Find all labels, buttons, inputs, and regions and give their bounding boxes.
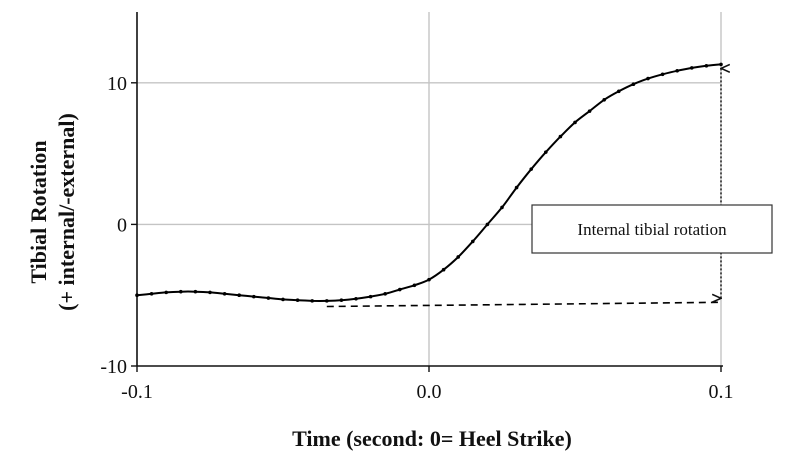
series-0-point-18 xyxy=(398,287,402,292)
series-0-point-17 xyxy=(383,291,388,296)
axes xyxy=(131,12,723,372)
annotation-label-0: Internal tibial rotation xyxy=(577,220,727,239)
series-0-point-36 xyxy=(660,72,665,77)
series-0-point-5 xyxy=(208,290,212,295)
annotations: Internal tibial rotation xyxy=(531,68,773,298)
series-0-point-24 xyxy=(485,222,490,227)
tick-labels: -10 0 10 -0.1 0.0 0.1 xyxy=(100,73,733,403)
x-tick-label-1: 0.0 xyxy=(417,381,442,403)
series-0-point-32 xyxy=(602,97,606,102)
series-0-point-39 xyxy=(704,64,709,68)
series-0-point-25 xyxy=(500,205,504,210)
series-0-point-34 xyxy=(631,82,636,87)
grid-lines xyxy=(137,12,722,366)
x-tick-label-2: 0.1 xyxy=(709,381,734,403)
series-0-point-22 xyxy=(456,255,461,259)
annotation-box-0 xyxy=(531,204,773,254)
y-axis-title: Tibial Rotation (+ internal/-external) xyxy=(26,113,79,311)
series-0-point-1 xyxy=(149,291,154,296)
series-0-point-31 xyxy=(587,109,592,113)
series-0-point-7 xyxy=(237,293,241,298)
series-0-point-40 xyxy=(719,62,723,67)
series-0-point-6 xyxy=(222,291,227,296)
series-0-point-35 xyxy=(646,76,650,81)
series-line-1 xyxy=(326,301,722,308)
series-0-point-28 xyxy=(544,150,548,154)
series-0-point-10 xyxy=(281,297,285,302)
series-0-point-8 xyxy=(252,294,256,299)
series-0-point-37 xyxy=(675,68,679,73)
series-0-point-33 xyxy=(617,89,621,94)
y-tick-label-0: -10 xyxy=(100,356,127,378)
y-tick-label-1: 0 xyxy=(117,214,127,236)
series-0-point-16 xyxy=(368,294,373,299)
y-axis-title-line-1: Tibial Rotation xyxy=(26,140,51,283)
series-0-point-26 xyxy=(514,185,519,190)
y-tick-label-2: 10 xyxy=(107,73,127,95)
series-0-point-4 xyxy=(193,289,198,294)
series-0-point-14 xyxy=(339,298,344,302)
series-0-point-15 xyxy=(354,296,358,301)
series-0-point-20 xyxy=(427,277,431,282)
series-0-point-23 xyxy=(471,239,475,244)
series-0-point-12 xyxy=(310,299,315,303)
series-0-point-9 xyxy=(266,296,271,300)
series-0-point-0 xyxy=(135,293,139,298)
series-0-point-38 xyxy=(690,66,694,70)
x-tick-label-0: -0.1 xyxy=(121,381,153,403)
x-axis-title: Time (second: 0= Heel Strike) xyxy=(292,426,572,451)
series-0-point-21 xyxy=(441,267,446,272)
series-0-point-19 xyxy=(412,283,417,288)
series-0-point-29 xyxy=(558,134,563,139)
data-series xyxy=(135,62,723,308)
y-axis-title-line-2: (+ internal/-external) xyxy=(54,113,79,311)
series-0-point-11 xyxy=(295,298,300,302)
series-0-point-27 xyxy=(529,167,533,171)
series-0-point-13 xyxy=(325,299,329,303)
series-0-point-2 xyxy=(164,290,168,295)
series-0-point-3 xyxy=(179,289,183,294)
series-0-point-30 xyxy=(573,120,577,125)
